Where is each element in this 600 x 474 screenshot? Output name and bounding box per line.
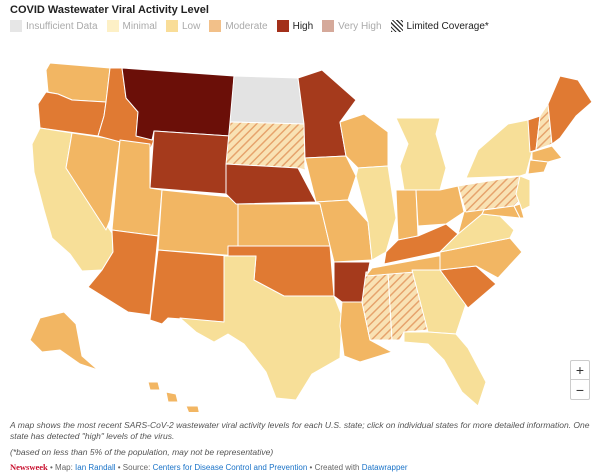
legend-label: Low bbox=[181, 20, 201, 32]
legend-item-minimal: Minimal bbox=[106, 20, 157, 32]
state-nd[interactable] bbox=[229, 75, 305, 125]
state-ks[interactable] bbox=[237, 203, 331, 247]
legend-label: High bbox=[292, 20, 314, 32]
state-oh[interactable] bbox=[415, 185, 465, 227]
zoom-in-button[interactable]: + bbox=[571, 361, 589, 380]
legend-label: Minimal bbox=[122, 20, 157, 32]
source-link[interactable]: Centers for Disease Control and Preventi… bbox=[152, 463, 308, 472]
legend-label: Moderate bbox=[225, 20, 268, 32]
state-sd[interactable] bbox=[225, 121, 306, 171]
legend-item-limited-coverage: Limited Coverage* bbox=[390, 20, 489, 32]
legend-swatch bbox=[209, 20, 222, 32]
state-md[interactable] bbox=[481, 205, 521, 219]
zoom-out-button[interactable]: − bbox=[575, 381, 585, 398]
state-il[interactable] bbox=[355, 165, 397, 261]
legend-item-insufficient-data: Insufficient Data bbox=[10, 20, 98, 32]
legend-item-moderate: Moderate bbox=[209, 20, 268, 32]
state-fl[interactable] bbox=[403, 331, 487, 407]
state-hi[interactable] bbox=[147, 381, 200, 412]
state-az[interactable] bbox=[87, 229, 159, 316]
legend-label: Very High bbox=[338, 20, 382, 32]
map-title: COVID Wastewater Viral Activity Level bbox=[10, 4, 209, 16]
legend-label: Limited Coverage* bbox=[406, 20, 489, 32]
footer-source-prefix: • Source: bbox=[115, 463, 153, 472]
state-ky[interactable] bbox=[383, 223, 459, 265]
legend-swatch bbox=[10, 20, 22, 32]
legend-item-high: High bbox=[276, 20, 314, 32]
state-ga[interactable] bbox=[411, 269, 467, 335]
coverage-note: (*based on less than 5% of the populatio… bbox=[10, 447, 274, 457]
legend-swatch bbox=[165, 20, 178, 32]
legend-swatch bbox=[106, 20, 119, 32]
state-ny[interactable] bbox=[465, 119, 533, 179]
zoom-controls: + − bbox=[570, 360, 590, 400]
state-wy[interactable] bbox=[149, 130, 231, 195]
legend-swatch bbox=[390, 20, 403, 32]
state-ak[interactable] bbox=[29, 311, 99, 371]
legend-item-very-high: Very High bbox=[322, 20, 382, 32]
state-ia[interactable] bbox=[304, 155, 357, 203]
footer-created-prefix: • Created with bbox=[307, 463, 362, 472]
us-map bbox=[29, 62, 593, 412]
state-mo[interactable] bbox=[315, 199, 373, 263]
state-me[interactable] bbox=[547, 75, 593, 145]
legend-label: Insufficient Data bbox=[26, 20, 98, 32]
state-tx[interactable] bbox=[179, 255, 343, 401]
legend-swatch bbox=[322, 20, 335, 32]
state-mt[interactable] bbox=[121, 67, 235, 141]
legend-swatch bbox=[276, 20, 289, 32]
map-description: A map shows the most recent SARS-CoV-2 w… bbox=[10, 420, 590, 441]
state-in[interactable] bbox=[395, 189, 419, 241]
state-ct[interactable] bbox=[527, 159, 549, 175]
legend-item-low: Low bbox=[165, 20, 201, 32]
footer: Newsweek • Map: Ian Randall • Source: Ce… bbox=[10, 462, 408, 472]
footer-map-prefix: • Map: bbox=[50, 463, 76, 472]
state-nj[interactable] bbox=[515, 175, 531, 211]
state-mi[interactable] bbox=[395, 117, 447, 191]
datawrapper-link[interactable]: Datawrapper bbox=[361, 463, 408, 472]
state-ne[interactable] bbox=[225, 163, 317, 205]
state-nm[interactable] bbox=[149, 249, 229, 325]
author-link[interactable]: Ian Randall bbox=[75, 463, 116, 472]
legend: Insufficient Data Minimal Low Moderate High V… bbox=[10, 20, 498, 32]
state-ma[interactable] bbox=[531, 145, 563, 163]
newsweek-logo[interactable]: Newsweek bbox=[10, 462, 48, 472]
state-de[interactable] bbox=[513, 203, 525, 219]
